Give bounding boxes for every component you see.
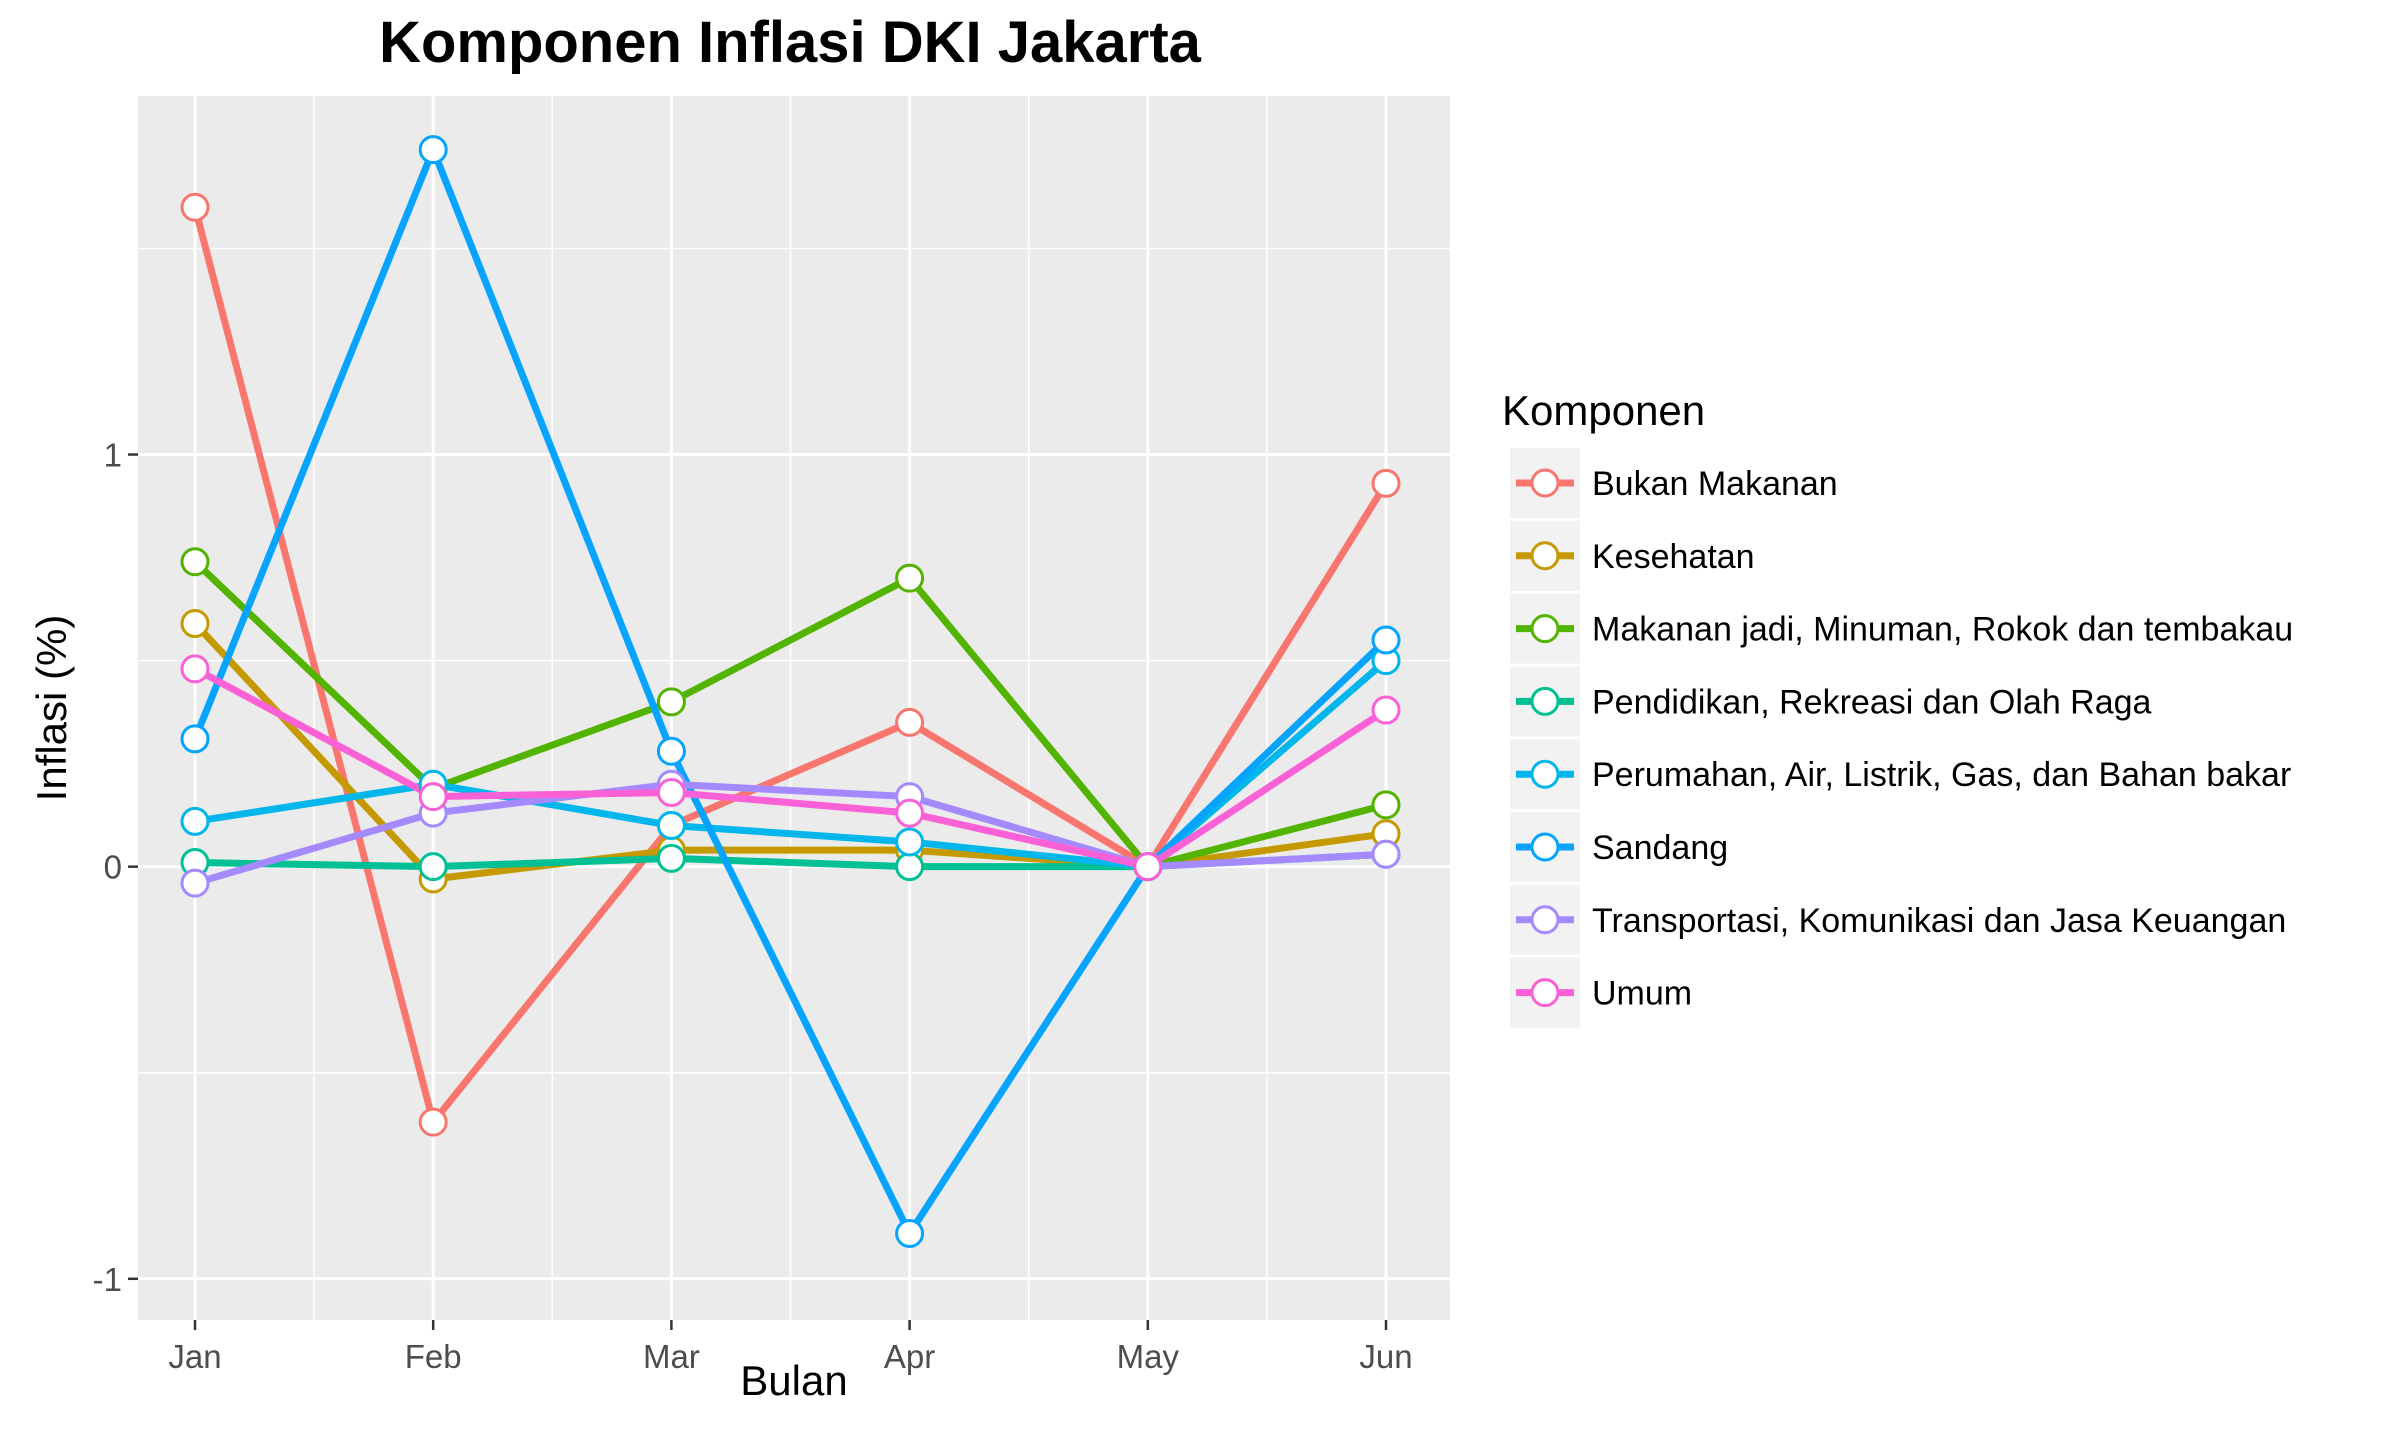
data-point	[418, 782, 448, 812]
y-tick-label: 1	[104, 437, 122, 474]
data-point	[895, 827, 925, 857]
data-point	[1133, 852, 1163, 882]
series-line	[191, 665, 1390, 871]
series-lines	[191, 146, 1390, 1237]
plot-panel	[138, 96, 1450, 1320]
legend-label: Pendidikan, Rekreasi dan Olah Raga	[1592, 683, 2152, 721]
legend-key-point	[1530, 686, 1560, 716]
legend-key-point	[1530, 978, 1560, 1008]
data-point	[656, 777, 686, 807]
legend-label: Bukan Makanan	[1592, 465, 1838, 503]
data-point	[180, 724, 210, 754]
data-point	[895, 1218, 925, 1248]
data-point	[1371, 839, 1401, 869]
legend-key-point	[1530, 759, 1560, 789]
data-point	[180, 547, 210, 577]
data-point	[895, 563, 925, 593]
x-tick-label: Mar	[643, 1338, 700, 1375]
y-tick-label: 0	[104, 849, 122, 886]
legend-items: Bukan Makanan Kesehatan Makanan jadi, Minu…	[1510, 448, 2293, 1028]
legend-label: Makanan jadi, Minuman, Rokok dan tembaka…	[1592, 611, 2293, 649]
x-tick-label: Jan	[168, 1338, 221, 1375]
series-points	[180, 135, 1401, 1248]
y-tick-label: -1	[93, 1261, 122, 1298]
x-tick-label: May	[1117, 1338, 1180, 1375]
series-line	[191, 780, 1390, 887]
data-point	[1371, 625, 1401, 655]
series-line	[191, 558, 1390, 871]
data-point	[656, 810, 686, 840]
data-point	[895, 852, 925, 882]
series-line	[191, 203, 1390, 1126]
data-point	[180, 192, 210, 222]
y-axis: -1 0 1	[93, 437, 138, 1298]
data-point	[180, 609, 210, 639]
legend-label: Umum	[1592, 975, 1692, 1013]
data-point	[656, 736, 686, 766]
legend-key-point	[1530, 541, 1560, 571]
legend-title: Komponen	[1502, 387, 1705, 434]
data-point	[418, 852, 448, 882]
x-tick-label: Apr	[884, 1338, 935, 1375]
legend: Komponen Bukan Makanan Kesehatan Makanan j…	[1502, 387, 2293, 1028]
data-point	[418, 135, 448, 165]
x-tick-label: Jun	[1359, 1338, 1412, 1375]
series-line	[191, 146, 1390, 1237]
data-point	[1371, 790, 1401, 820]
legend-key-point	[1530, 468, 1560, 498]
data-point	[1371, 468, 1401, 498]
legend-key-point	[1530, 832, 1560, 862]
data-point	[656, 843, 686, 873]
data-point	[180, 868, 210, 898]
chart-title: Komponen Inflasi DKI Jakarta	[379, 10, 1202, 75]
x-axis-title: Bulan	[740, 1357, 847, 1404]
y-axis-title: Inflasi (%)	[28, 615, 75, 802]
legend-key-point	[1530, 905, 1560, 935]
legend-label: Kesehatan	[1592, 538, 1755, 576]
legend-key-point	[1530, 614, 1560, 644]
legend-label: Sandang	[1592, 829, 1728, 867]
data-point	[895, 707, 925, 737]
x-axis: Jan Feb Mar Apr May Jun	[168, 1320, 1413, 1375]
data-point	[895, 798, 925, 828]
legend-label: Perumahan, Air, Listrik, Gas, dan Bahan …	[1592, 756, 2291, 794]
legend-label: Transportasi, Komunikasi dan Jasa Keuang…	[1592, 902, 2286, 940]
data-point	[1371, 695, 1401, 725]
data-point	[180, 654, 210, 684]
data-point	[656, 687, 686, 717]
data-point	[418, 1107, 448, 1137]
x-tick-label: Feb	[405, 1338, 462, 1375]
data-point	[180, 806, 210, 836]
